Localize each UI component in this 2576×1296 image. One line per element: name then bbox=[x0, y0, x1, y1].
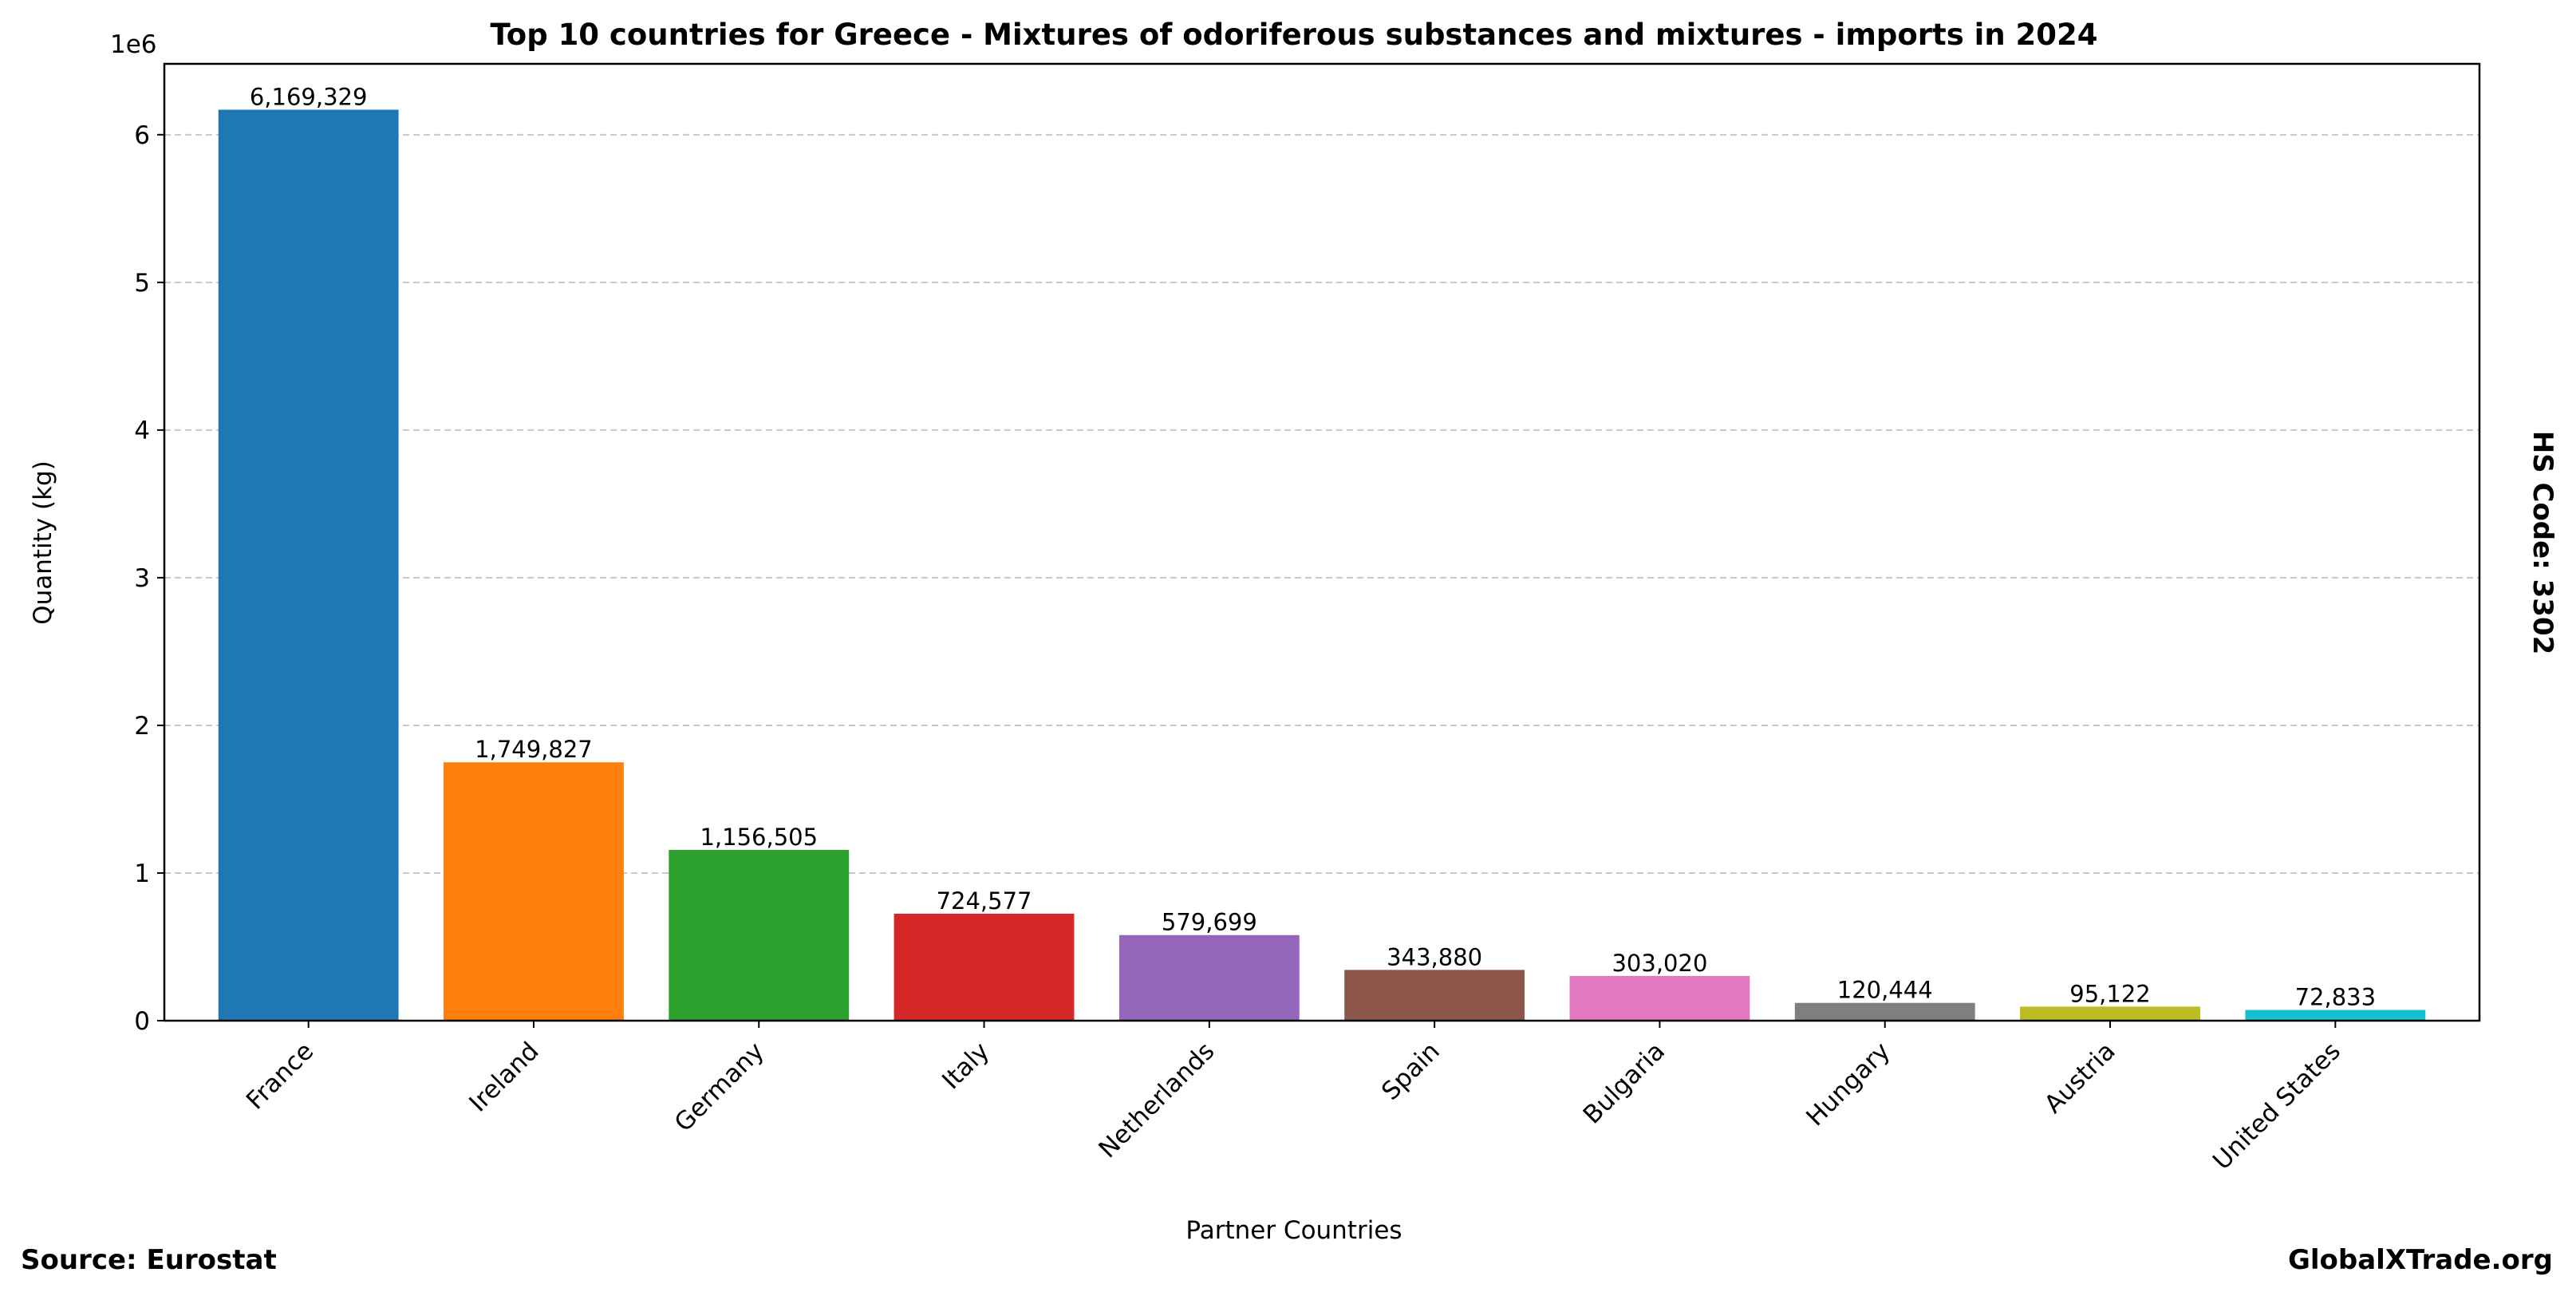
bar-italy bbox=[894, 913, 1075, 1021]
y-tick-label: 0 bbox=[134, 1007, 150, 1036]
y-tick-label: 4 bbox=[134, 417, 150, 445]
data-label: 72,833 bbox=[2295, 984, 2376, 1011]
plot-frame bbox=[163, 62, 2481, 1022]
data-label: 724,577 bbox=[937, 887, 1032, 915]
y-axis-label: Quantity (kg) bbox=[29, 460, 57, 625]
data-label: 95,122 bbox=[2069, 980, 2150, 1007]
x-axis-label: Partner Countries bbox=[1185, 1216, 1402, 1245]
bar-spain bbox=[1344, 970, 1525, 1021]
data-label: 343,880 bbox=[1387, 943, 1482, 970]
data-label: 1,749,827 bbox=[475, 736, 593, 763]
y-tick-label: 1 bbox=[134, 859, 150, 888]
data-label: 6,169,329 bbox=[250, 83, 368, 110]
data-labels: 6,169,329 1,749,827 1,156,505 724,577 579,69… bbox=[250, 83, 2376, 1010]
data-label: 579,699 bbox=[1162, 909, 1257, 936]
data-label: 303,020 bbox=[1611, 950, 1707, 977]
bar-united-states bbox=[2245, 1010, 2426, 1021]
y-tick-label: 3 bbox=[134, 564, 150, 593]
bar-germany bbox=[669, 850, 850, 1021]
bar-ireland bbox=[444, 762, 624, 1021]
source-label: Source: Eurostat bbox=[21, 1244, 277, 1276]
brand-label: GlobalXTrade.org bbox=[2288, 1244, 2553, 1276]
data-label: 120,444 bbox=[1837, 977, 1933, 1004]
y-offset-label: 1e6 bbox=[110, 30, 157, 59]
y-tick-label: 6 bbox=[134, 121, 150, 150]
bar-netherlands bbox=[1118, 934, 1300, 1021]
hs-code-label: HS Code: 3302 bbox=[2527, 431, 2558, 655]
data-label: 1,156,505 bbox=[700, 824, 818, 851]
bar-bulgaria bbox=[1569, 975, 1750, 1021]
chart-title: Top 10 countries for Greece - Mixtures o… bbox=[490, 18, 2097, 52]
bar-france bbox=[218, 109, 399, 1021]
y-tick-label: 5 bbox=[134, 269, 150, 298]
bar-austria bbox=[2020, 1006, 2200, 1021]
y-tick-label: 2 bbox=[134, 712, 150, 741]
y-ticks: 0 1 2 3 4 5 6 bbox=[134, 121, 164, 1036]
bar-hungary bbox=[1794, 1002, 1975, 1021]
bars bbox=[218, 109, 2426, 1021]
